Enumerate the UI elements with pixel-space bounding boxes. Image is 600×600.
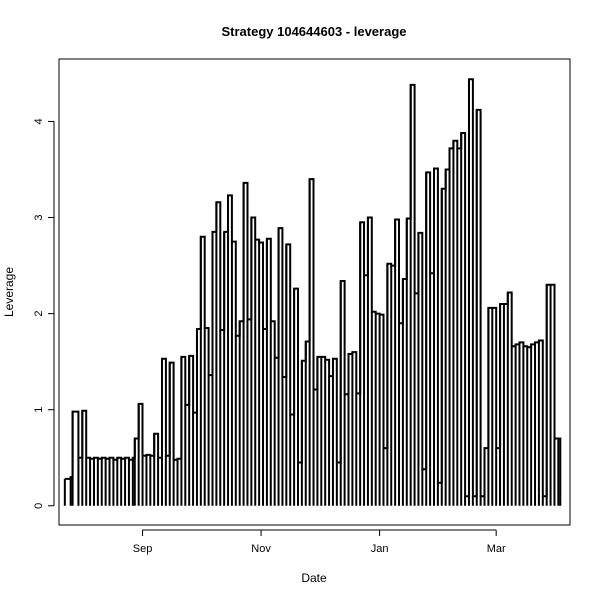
- y-axis: 0 1 2 3 4: [33, 118, 55, 509]
- y-tick-label: 2: [33, 311, 45, 317]
- x-tick-label: Sep: [133, 543, 153, 555]
- y-tick-label: 1: [33, 407, 45, 413]
- x-tick-label: Nov: [251, 543, 271, 555]
- series-layer: [63, 78, 562, 506]
- y-axis-label: Leverage: [2, 267, 16, 317]
- y-tick-label: 4: [33, 118, 45, 124]
- x-axis-label: Date: [301, 571, 327, 585]
- y-tick-label: 0: [33, 503, 45, 509]
- y-tick-label: 3: [33, 214, 45, 220]
- series-0: [63, 78, 562, 506]
- x-tick-label: Mar: [487, 543, 506, 555]
- x-tick-label: Jan: [371, 543, 389, 555]
- chart-title: Strategy 104644603 - leverage: [221, 24, 406, 39]
- x-axis: Sep Nov Jan Mar: [133, 529, 506, 555]
- plot-frame: [58, 58, 571, 526]
